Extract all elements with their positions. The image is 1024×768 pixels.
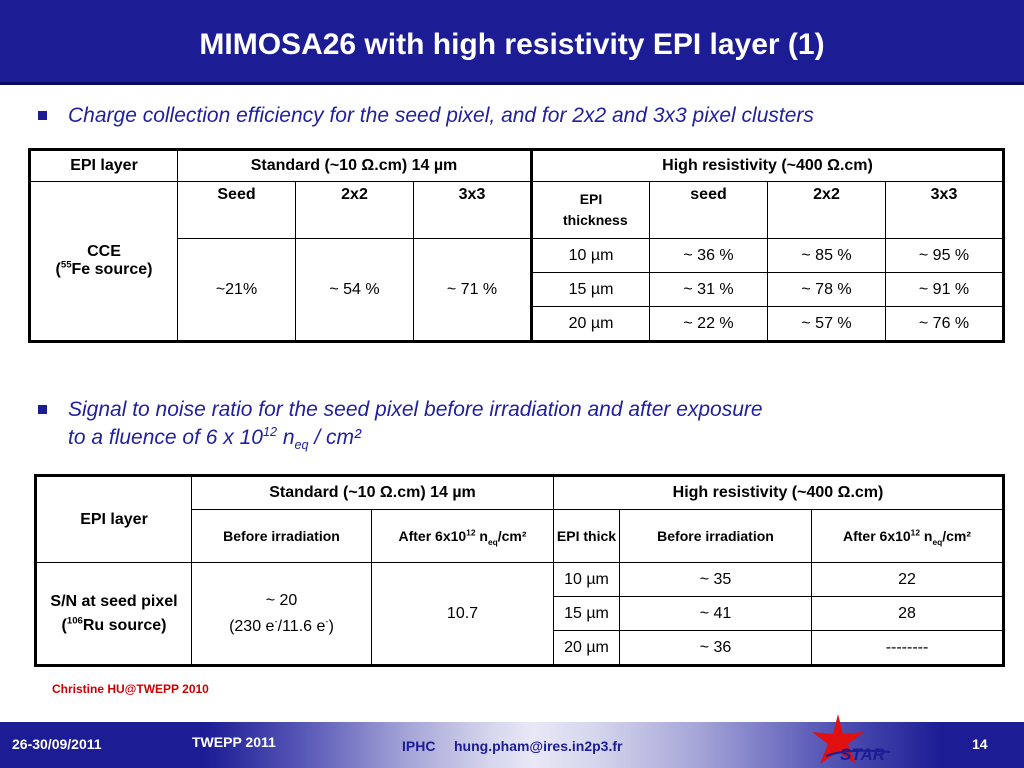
snr-thickness-cell: 20 µm	[553, 630, 620, 666]
snr-value-cell: 22	[810, 562, 1005, 597]
cce-value-cell: ~ 36 %	[649, 238, 769, 273]
cce-thickness-cell: 15 µm	[530, 272, 651, 307]
cce-std-seed-value: ~21%	[177, 238, 296, 342]
cce-row-label: CCE (55Fe source)	[29, 181, 178, 342]
snr-value-cell: --------	[810, 630, 1005, 666]
bullet-square-icon	[38, 111, 47, 120]
cce-header-standard: Standard (~10 Ω.cm) 14 µm	[176, 149, 533, 182]
cce-thickness-cell: 10 µm	[530, 238, 651, 273]
snr-col-std-after: After 6x1012 neq/cm²	[371, 509, 554, 563]
footer-lab: IPHC	[402, 738, 436, 754]
snr-header-epi-layer: EPI layer	[35, 475, 192, 563]
cce-col-seed: Seed	[177, 181, 296, 239]
snr-header-high-res: High resistivity (~400 Ω.cm)	[552, 475, 1005, 510]
snr-thickness-cell: 10 µm	[553, 562, 620, 597]
cce-col-3x3: 3x3	[412, 181, 533, 239]
cce-col-hr-3x3: 3x3	[885, 181, 1005, 239]
snr-col-hr-before: Before irradiation	[619, 509, 812, 563]
snr-header-standard: Standard (~10 Ω.cm) 14 µm	[191, 475, 554, 510]
snr-table: EPI layer Standard (~10 Ω.cm) 14 µm High…	[34, 474, 1006, 667]
cce-col-epi-thickness: EPI thickness	[530, 181, 651, 239]
snr-value-cell: ~ 35	[619, 562, 812, 597]
cce-value-cell: ~ 95 %	[885, 238, 1005, 273]
star-logo-text: STAR	[840, 745, 886, 764]
footer-email: hung.pham@ires.in2p3.fr	[454, 738, 623, 754]
cce-header-high-res: High resistivity (~400 Ω.cm)	[530, 149, 1005, 182]
cce-value-cell: ~ 31 %	[649, 272, 769, 307]
snr-source: (106Ru source)	[61, 615, 167, 634]
bullet-snr: Signal to noise ratio for the seed pixel…	[38, 396, 968, 453]
slide-title: MIMOSA26 with high resistivity EPI layer…	[199, 28, 825, 61]
bullet-snr-line1: Signal to noise ratio for the seed pixel…	[68, 398, 763, 421]
cce-table: EPI layer Standard (~10 Ω.cm) 14 µm High…	[28, 148, 1006, 343]
snr-col-std-before: Before irradiation	[191, 509, 372, 563]
snr-thickness-cell: 15 µm	[553, 596, 620, 631]
cce-col-hr-2x2: 2x2	[767, 181, 887, 239]
snr-value-cell: 28	[810, 596, 1005, 631]
cce-value-cell: ~ 22 %	[649, 306, 769, 342]
cce-thickness-cell: 20 µm	[530, 306, 651, 342]
snr-std-after-value: 10.7	[371, 562, 554, 666]
cce-source: (55Fe source)	[55, 259, 153, 278]
cce-std-2x2-value: ~ 54 %	[295, 238, 414, 342]
cce-header-epi-layer: EPI layer	[29, 149, 178, 182]
snr-value-cell: ~ 41	[619, 596, 812, 631]
footer-page-number: 14	[972, 736, 988, 752]
snr-col-epi-thick: EPI thick	[553, 509, 620, 563]
bullet-snr-line2: to a fluence of 6 x 1012 neq / cm²	[68, 425, 362, 453]
snr-value-cell: ~ 36	[619, 630, 812, 666]
snr-std-before-value: ~ 20 (230 e-/11.6 e-)	[191, 562, 372, 666]
footer-date: 26-30/09/2011	[12, 736, 102, 752]
footer-conference: TWEPP 2011	[192, 734, 276, 750]
title-bar	[0, 0, 1024, 82]
star-logo-icon: STAR	[812, 714, 891, 764]
cce-value-cell: ~ 78 %	[767, 272, 887, 307]
credit-note: Christine HU@TWEPP 2010	[52, 682, 209, 696]
cce-col-2x2: 2x2	[295, 181, 414, 239]
bullet-square-icon	[38, 405, 47, 414]
snr-col-hr-after: After 6x1012 neq/cm²	[810, 509, 1005, 563]
cce-value-cell: ~ 85 %	[767, 238, 887, 273]
bullet-cce: Charge collection efficiency for the see…	[38, 102, 1008, 130]
snr-row-label: S/N at seed pixel (106Ru source)	[35, 562, 192, 666]
cce-value-cell: ~ 91 %	[885, 272, 1005, 307]
cce-value-cell: ~ 57 %	[767, 306, 887, 342]
cce-label: CCE	[87, 243, 121, 260]
title-underline	[0, 82, 1024, 85]
cce-std-3x3-value: ~ 71 %	[412, 238, 533, 342]
cce-col-hr-seed: seed	[649, 181, 769, 239]
cce-value-cell: ~ 76 %	[885, 306, 1005, 342]
snr-label: S/N at seed pixel	[50, 592, 178, 610]
bullet-cce-text: Charge collection efficiency for the see…	[68, 104, 814, 127]
